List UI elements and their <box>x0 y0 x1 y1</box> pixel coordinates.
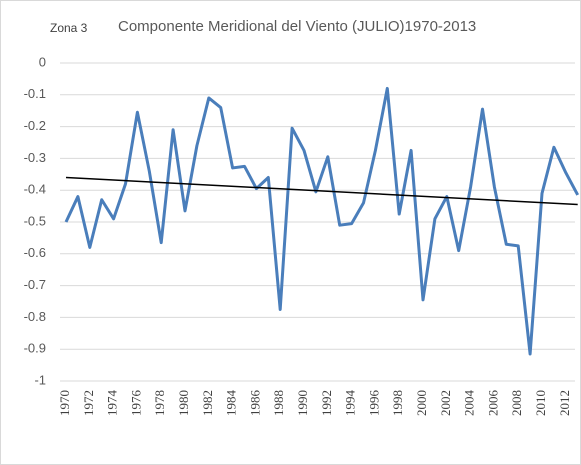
x-tick-label: 2010 <box>533 390 548 416</box>
y-tick-label: -0.9 <box>24 341 46 356</box>
x-tick-label: 1994 <box>343 390 358 417</box>
x-tick-label: 2000 <box>414 390 429 416</box>
x-tick-label: 1982 <box>200 390 215 416</box>
x-tick-label: 1996 <box>366 390 381 417</box>
x-tick-label: 2012 <box>557 390 572 416</box>
x-tick-label: 1974 <box>105 390 120 417</box>
x-tick-label: 1992 <box>319 390 334 416</box>
zone-label: Zona 3 <box>50 21 88 35</box>
y-tick-label: 0 <box>39 54 46 69</box>
data-line <box>64 86 580 356</box>
x-tick-label: 1990 <box>295 390 310 416</box>
y-tick-label: -0.1 <box>24 86 46 101</box>
x-tick-label: 1988 <box>271 390 286 416</box>
trend-line <box>65 176 578 206</box>
x-tick-label: 2006 <box>485 390 500 417</box>
x-tick-label: 2002 <box>438 390 453 416</box>
x-tick-label: 1976 <box>128 390 143 417</box>
y-tick-label: -0.8 <box>24 309 46 324</box>
x-tick-label: 1980 <box>176 390 191 416</box>
y-tick-label: -1 <box>34 372 46 387</box>
y-tick-label: -0.7 <box>24 277 46 292</box>
y-tick-label: -0.5 <box>24 213 46 228</box>
x-tick-label: 2004 <box>462 390 477 417</box>
y-tick-label: -0.6 <box>24 245 46 260</box>
x-tick-label: 1998 <box>390 390 405 416</box>
x-tick-label: 1984 <box>224 390 239 417</box>
x-tick-label: 1986 <box>247 390 262 417</box>
x-tick-label: 1978 <box>152 390 167 416</box>
x-tick-label: 1972 <box>81 390 96 416</box>
y-tick-label: -0.4 <box>24 182 46 197</box>
x-tick-label: 2008 <box>509 390 524 416</box>
y-tick-label: -0.3 <box>24 150 46 165</box>
y-tick-label: -0.2 <box>24 118 46 133</box>
x-tick-label: 1970 <box>57 390 72 416</box>
chart-title: Componente Meridional del Viento (JULIO)… <box>118 18 476 35</box>
